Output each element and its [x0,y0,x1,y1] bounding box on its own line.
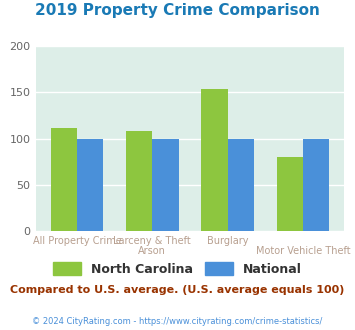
Bar [50,127,77,231]
Text: Motor Vehicle Theft: Motor Vehicle Theft [256,246,350,256]
Text: Larceny & Theft: Larceny & Theft [113,236,191,246]
Bar [277,157,303,231]
Legend: North Carolina, National: North Carolina, National [50,259,305,280]
Bar [201,89,228,231]
Bar [152,139,179,231]
Text: Burglary: Burglary [207,236,248,246]
Text: 2019 Property Crime Comparison: 2019 Property Crime Comparison [35,3,320,18]
Text: © 2024 CityRating.com - https://www.cityrating.com/crime-statistics/: © 2024 CityRating.com - https://www.city… [32,317,323,326]
Bar [228,139,254,231]
Text: Compared to U.S. average. (U.S. average equals 100): Compared to U.S. average. (U.S. average … [10,285,345,295]
Bar [303,139,329,231]
Text: Arson: Arson [138,246,166,256]
Bar [126,131,152,231]
Text: All Property Crime: All Property Crime [33,236,121,246]
Bar [77,139,103,231]
